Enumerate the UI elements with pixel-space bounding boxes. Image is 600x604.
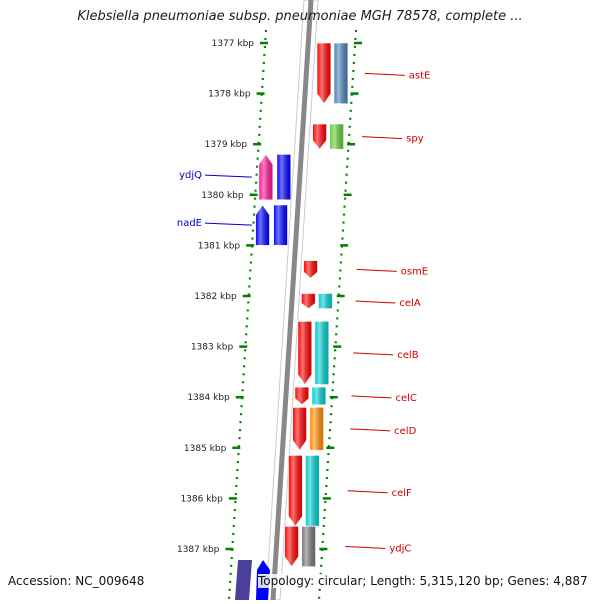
gene-label-celA[interactable]: celA [399,298,420,309]
gene-arrow-shine [297,321,312,385]
gene-ydjQ[interactable] [258,153,292,201]
gene-astE[interactable] [316,42,349,105]
gene-label-celD[interactable]: celD [394,426,416,437]
gene-label-astE[interactable]: astE [409,70,431,81]
gene-label-nadE[interactable]: nadE [177,218,202,229]
gene-celF[interactable] [287,454,320,527]
ruler-label: 1385 kbp [184,444,227,454]
gene-feature-shine [329,123,344,150]
gene-label-ydjC[interactable]: ydjC [389,543,411,554]
gene-features [235,42,349,600]
label-leader [355,300,396,304]
label-leader [351,395,392,399]
gene-celD[interactable] [292,406,325,452]
gene-arrow-shine [301,293,316,309]
backbone-line [270,0,314,601]
gene-label-ydjQ[interactable]: ydjQ [179,170,202,181]
ruler-label: 1383 kbp [191,343,234,353]
gene-arrow-shine [292,407,307,451]
kbp-ruler: 1377 kbp 1378 kbp 1379 kbp 1380 kbp 1381 kbp… [177,29,362,601]
gene-spy[interactable] [312,123,344,150]
ruler-label: 1379 kbp [205,140,248,150]
label-leader [362,136,403,140]
gene-feature-shine [318,293,333,309]
page-title: Klebsiella pneumoniae subsp. pneumoniae … [77,9,523,24]
gene-feature-shine [301,526,316,567]
gene-label-celC[interactable]: celC [396,393,417,404]
gene-feature-shine [333,43,348,104]
gene-celA[interactable] [300,293,333,310]
gene-arrow-shine [303,260,318,279]
gene-arrow-shine [288,455,303,527]
ruler-label: 1378 kbp [208,90,251,100]
label-leader [353,352,394,356]
gene-labels: astE spy ydjQ nadE osmE celA celB celC celD celF y… [177,70,430,554]
ruler-label: 1384 kbp [187,393,230,403]
gene-ydjC[interactable] [284,525,316,568]
gene-feature-shine [276,154,291,200]
gene-feature-shine [305,455,320,527]
gene-arrow-shine [316,43,331,104]
ruler-label: 1387 kbp [177,545,220,555]
gene-arrow-shine [255,204,270,246]
left-guide-line [227,29,268,601]
label-leader [364,72,405,76]
gene-nadE[interactable] [255,204,288,246]
ruler-label: 1381 kbp [198,241,241,251]
ruler-label: 1380 kbp [201,191,244,201]
ruler-label: 1382 kbp [194,292,237,302]
genome-stats-text: Topology: circular; Length: 5,315,120 bp… [258,574,588,588]
gene-arrow-shine [312,123,327,150]
ruler-label: 1377 kbp [212,39,255,49]
label-leader [204,174,253,178]
gene-celC[interactable] [294,386,327,406]
gene-osmE[interactable] [303,260,318,279]
accession-text: Accession: NC_009648 [8,574,145,588]
label-leader [204,222,253,226]
gene-feature-shine [273,204,288,246]
gene-arrow-shine [258,154,273,200]
gene-label-celF[interactable]: celF [392,488,412,499]
label-leader [345,545,386,549]
gene-arrow-shine [294,387,309,405]
ruler-label: 1386 kbp [180,494,223,504]
gene-arrow-shine [284,526,299,567]
gene-celB[interactable] [297,320,330,386]
label-leader [347,490,388,494]
gene-label-spy[interactable]: spy [406,134,424,145]
gene-feature-shine [314,321,329,385]
label-leader [350,428,391,432]
label-leader [356,268,397,272]
gene-label-osmE[interactable]: osmE [401,266,428,277]
gene-feature-shine [309,407,324,451]
right-guide-line [317,29,358,601]
gene-partial[interactable] [235,560,252,600]
gene-feature-shine [311,387,326,405]
gene-label-celB[interactable]: celB [397,350,418,361]
